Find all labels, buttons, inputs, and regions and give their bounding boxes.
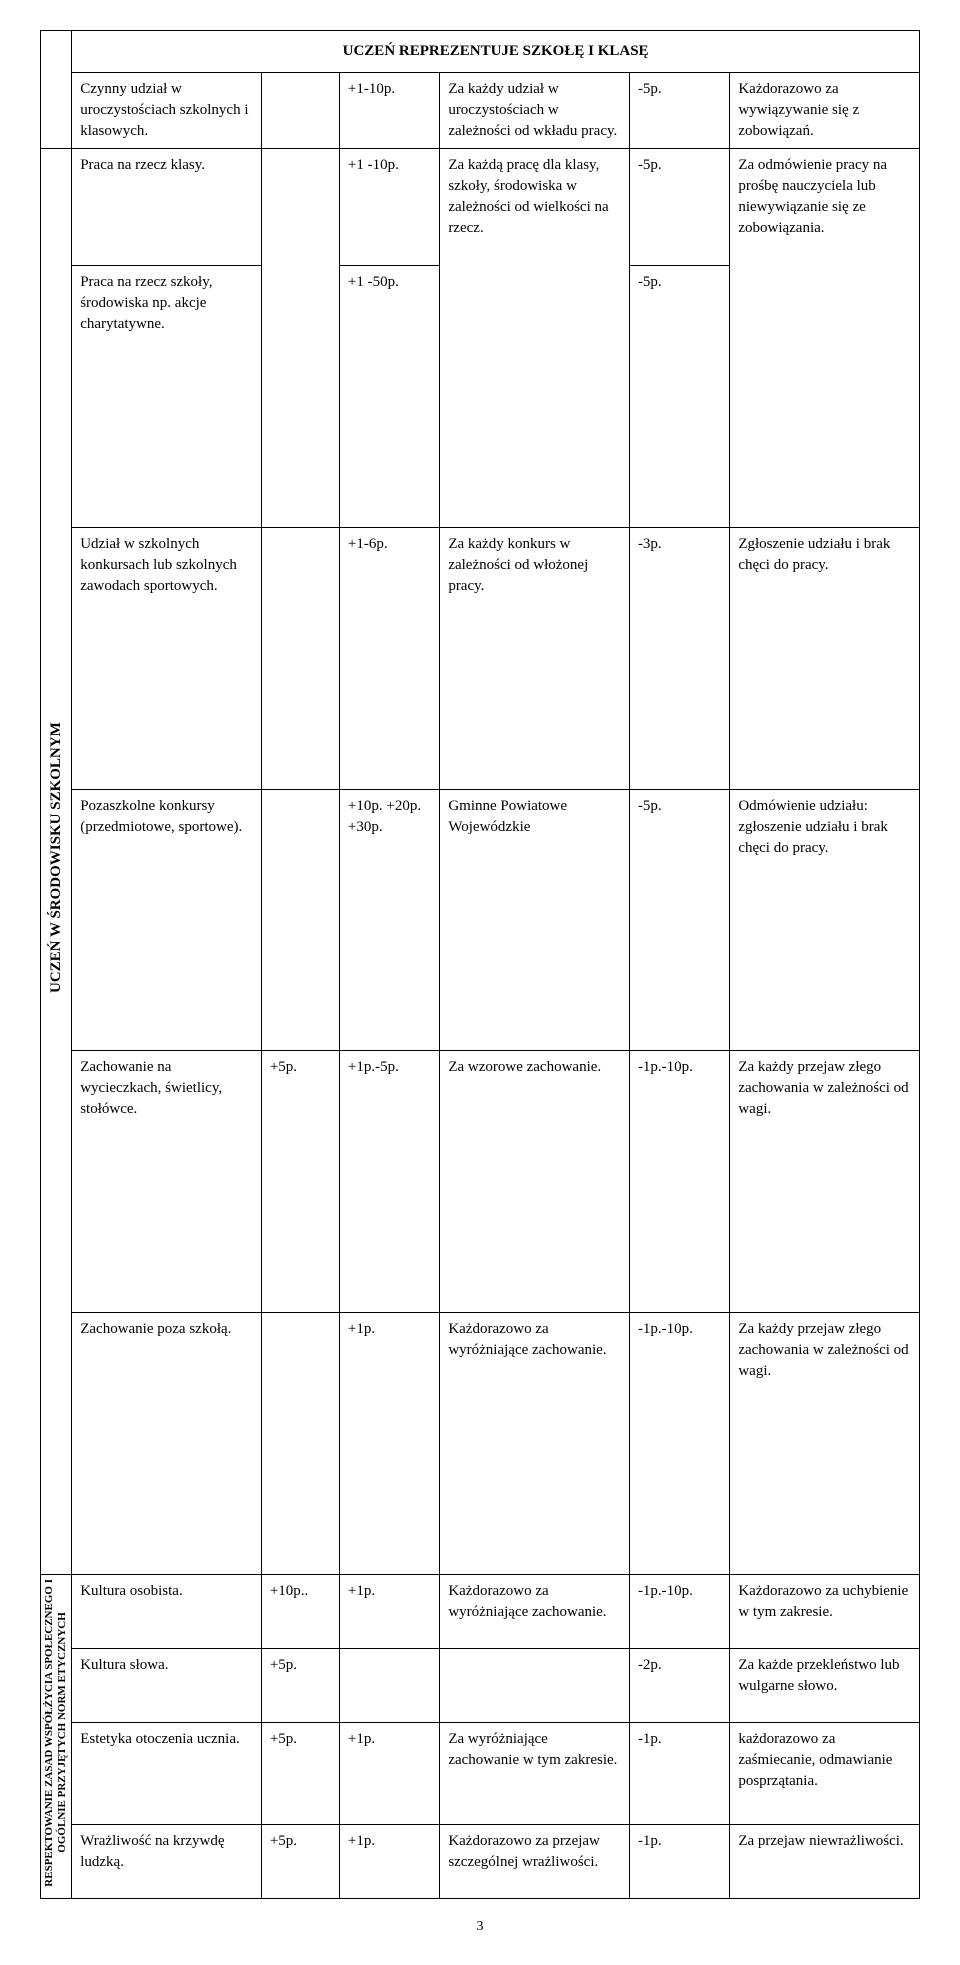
- cell: Udział w szkolnych konkursach lub szkoln…: [72, 527, 262, 789]
- cell: każdorazowo za zaśmiecanie, odmawianie p…: [730, 1722, 920, 1824]
- cell: [261, 527, 339, 789]
- side-label-2b: OGÓLNIE PRZYJĘTYCH NORM ETYCZNYCH: [56, 1613, 68, 1854]
- cell: Każdorazowo za przejaw szczególnej wrażl…: [440, 1824, 630, 1898]
- cell: +1p.-5p.: [339, 1051, 439, 1313]
- cell: Każdorazowo za uchybienie w tym zakresie…: [730, 1575, 920, 1649]
- cell: -1p.: [629, 1722, 729, 1824]
- cell: +1p.: [339, 1313, 439, 1575]
- cell: [261, 1313, 339, 1575]
- cell: +5p.: [261, 1722, 339, 1824]
- cell: Za każdy przejaw złego zachowania w zale…: [730, 1051, 920, 1313]
- cell: +10p. +20p. +30p.: [339, 789, 439, 1051]
- cell: -1p.: [629, 1824, 729, 1898]
- side-label-2-text: RESPEKTOWANIE ZASAD WSPÓŁŻYCIA SPOŁECZNE…: [43, 1579, 69, 1887]
- cell: Każdorazowo za wyróżniające zachowanie.: [440, 1575, 630, 1649]
- cell: +5p.: [261, 1824, 339, 1898]
- cell: +1 -10p.: [339, 149, 439, 266]
- cell: -5p.: [629, 149, 729, 266]
- cell: Za każdą pracę dla klasy, szkoły, środow…: [440, 149, 630, 528]
- cell: Czynny udział w uroczystościach szkolnyc…: [72, 73, 262, 149]
- cell: Pozaszkolne konkursy (przedmiotowe, spor…: [72, 789, 262, 1051]
- cell: Praca na rzecz szkoły, środowiska np. ak…: [72, 266, 262, 528]
- cell: +5p.: [261, 1648, 339, 1722]
- side-label-2: RESPEKTOWANIE ZASAD WSPÓŁŻYCIA SPOŁECZNE…: [41, 1575, 72, 1899]
- cell: -5p.: [629, 73, 729, 149]
- cell: -5p.: [629, 789, 729, 1051]
- cell: +1 -50p.: [339, 266, 439, 528]
- cell: Każdorazowo za wywiązywanie się z zobowi…: [730, 73, 920, 149]
- cell: +10p..: [261, 1575, 339, 1649]
- cell: Kultura osobista.: [72, 1575, 262, 1649]
- cell: Za wyróżniające zachowanie w tym zakresi…: [440, 1722, 630, 1824]
- cell: -5p.: [629, 266, 729, 528]
- cell: Zgłoszenie udziału i brak chęci do pracy…: [730, 527, 920, 789]
- cell: +1p.: [339, 1575, 439, 1649]
- cell: +5p.: [261, 1051, 339, 1313]
- cell: Odmówienie udziału: zgłoszenie udziału i…: [730, 789, 920, 1051]
- cell: Za wzorowe zachowanie.: [440, 1051, 630, 1313]
- cell: +1-6p.: [339, 527, 439, 789]
- cell: Za każdy udział w uroczystościach w zale…: [440, 73, 630, 149]
- cell: Gminne Powiatowe Wojewódzkie: [440, 789, 630, 1051]
- cell: [339, 1648, 439, 1722]
- side-cell-top: [41, 31, 72, 149]
- cell: [440, 1648, 630, 1722]
- cell: Za każde przekleństwo lub wulgarne słowo…: [730, 1648, 920, 1722]
- cell: -1p.-10p.: [629, 1575, 729, 1649]
- cell: Za każdy przejaw złego zachowania w zale…: [730, 1313, 920, 1575]
- page-number: 3: [40, 1919, 920, 1935]
- cell: [261, 73, 339, 149]
- cell: Zachowanie na wycieczkach, świetlicy, st…: [72, 1051, 262, 1313]
- cell: [261, 149, 339, 266]
- cell: -1p.-10p.: [629, 1051, 729, 1313]
- side-label-2a: RESPEKTOWANIE ZASAD WSPÓŁŻYCIA SPOŁECZNE…: [43, 1579, 55, 1887]
- cell: Estetyka otoczenia ucznia.: [72, 1722, 262, 1824]
- cell: -1p.-10p.: [629, 1313, 729, 1575]
- section-header: UCZEŃ REPREZENTUJE SZKOŁĘ I KLASĘ: [72, 31, 920, 73]
- cell: +1p.: [339, 1824, 439, 1898]
- cell: -3p.: [629, 527, 729, 789]
- cell: Za przejaw niewrażliwości.: [730, 1824, 920, 1898]
- cell: Wrażliwość na krzywdę ludzką.: [72, 1824, 262, 1898]
- cell: Każdorazowo za wyróżniające zachowanie.: [440, 1313, 630, 1575]
- cell: Za każdy konkurs w zależności od włożone…: [440, 527, 630, 789]
- cell: +1-10p.: [339, 73, 439, 149]
- side-label-1-text: UCZEŃ W ŚRODOWISKU SZKOLNYM: [46, 153, 67, 1563]
- cell: [261, 789, 339, 1051]
- cell: Praca na rzecz klasy.: [72, 149, 262, 266]
- criteria-table: UCZEŃ REPREZENTUJE SZKOŁĘ I KLASĘ Czynny…: [40, 30, 920, 1899]
- cell: Zachowanie poza szkołą.: [72, 1313, 262, 1575]
- cell: -2p.: [629, 1648, 729, 1722]
- side-label-1: UCZEŃ W ŚRODOWISKU SZKOLNYM: [41, 149, 72, 1575]
- cell: [261, 266, 339, 528]
- cell: Kultura słowa.: [72, 1648, 262, 1722]
- cell: +1p.: [339, 1722, 439, 1824]
- cell: Za odmówienie pracy na prośbę nauczyciel…: [730, 149, 920, 528]
